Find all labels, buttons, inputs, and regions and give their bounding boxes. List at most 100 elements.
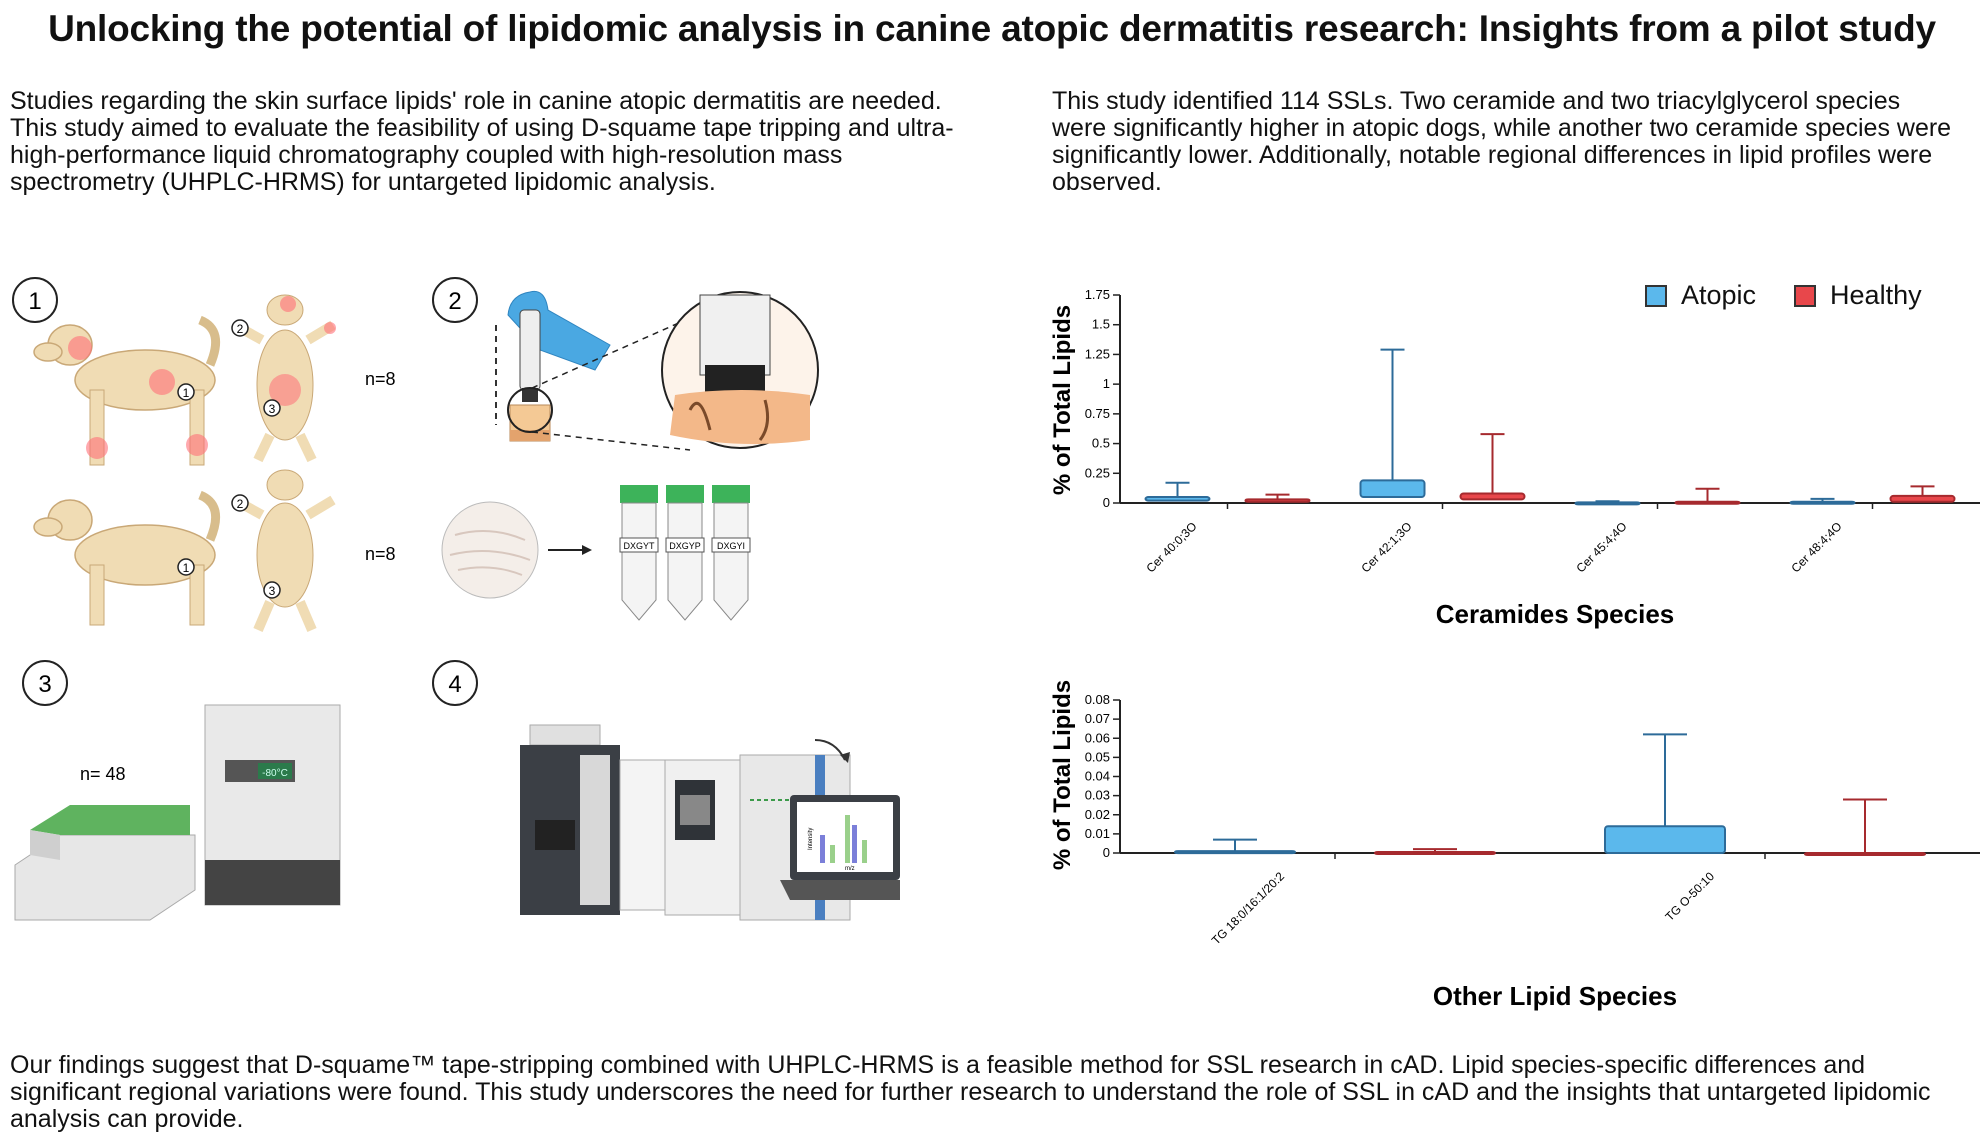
x-tick-label: TG 18:0/16:1/20:2 (1209, 869, 1288, 948)
x-tick-label: Cer 48:4;4O (1788, 519, 1844, 575)
box-healthy-0 (1244, 493, 1311, 503)
y-tick-label: 1.5 (1092, 317, 1110, 332)
skin-magnified-icon (661, 291, 819, 449)
n-atopic-label: n=8 (365, 369, 396, 389)
y-tick-label: 1.25 (1085, 346, 1110, 361)
x-tick-label: Cer 42:1;3O (1358, 519, 1414, 575)
laptop-spectrum-icon: Intensity m/z (780, 739, 900, 900)
panel-2-number: 2 (448, 288, 461, 315)
box-healthy-1 (1459, 433, 1526, 501)
box-atopic-0 (1174, 838, 1296, 855)
box (1144, 496, 1211, 502)
atopic-dog-side-icon: 1 (33, 315, 221, 466)
site-2-label-healthy: 2 (237, 497, 244, 511)
panel-1-sampling-sites: 1 1 2 3 n=8 1 (12, 277, 396, 632)
tube-label-1: DXGYT (623, 541, 655, 551)
y-tick-label: 0.05 (1085, 749, 1110, 764)
box-atopic-0 (1144, 481, 1211, 502)
box-healthy-3 (1889, 485, 1956, 503)
d-squame-disc-icon (441, 501, 592, 599)
plot-xlabel: m/z (845, 866, 855, 872)
box (1604, 825, 1726, 855)
box (1174, 850, 1296, 855)
legend-item-atopic: Atopic (1645, 280, 1756, 311)
panel-2-tape-stripping: 2 DXGYT DXGYP DXGYI (432, 277, 819, 621)
x-tick-label: Cer 40:0;3O (1143, 519, 1199, 575)
chart-legend: Atopic Healthy (1645, 280, 1960, 311)
box-healthy-2 (1674, 487, 1741, 505)
box-atopic-2 (1574, 500, 1641, 506)
panel-3-storage: 3 n= 48 -80°C (14, 660, 341, 921)
freezer-icon: -80°C (204, 704, 341, 906)
box (1789, 500, 1856, 505)
box (1374, 851, 1496, 856)
legend-item-healthy: Healthy (1794, 280, 1922, 311)
healthy-dog-ventral-icon: 2 3 (231, 469, 336, 632)
legend-label-healthy: Healthy (1830, 280, 1922, 310)
x-tick-label: Cer 45:4;4O (1573, 519, 1629, 575)
panel-4-number: 4 (448, 671, 461, 698)
y-tick-label: 0.08 (1085, 692, 1110, 707)
site-2-label-atopic: 2 (237, 322, 244, 336)
box-atopic-1 (1604, 733, 1726, 855)
y-tick-label: 0.01 (1085, 826, 1110, 841)
panel-1-number-badge (12, 277, 58, 323)
legend-swatch-healthy (1794, 284, 1817, 307)
panel-3-number: 3 (38, 671, 51, 698)
y-tick-label: 1 (1103, 376, 1110, 391)
y-tick-label: 0.75 (1085, 406, 1110, 421)
other-xlabel: Other Lipid Species (1433, 981, 1677, 1011)
freezer-temp-display: -80°C (262, 768, 288, 779)
x-tick-label: TG O-50:10 (1662, 869, 1717, 924)
intro-paragraph: Studies regarding the skin surface lipid… (10, 87, 954, 196)
y-tick-label: 0.02 (1085, 807, 1110, 822)
panel-4-number-badge (432, 660, 478, 706)
atopic-dog-ventral-icon: 2 3 (231, 294, 336, 463)
panel-4-uhplc-hrms: 4 Intensity m/z (432, 660, 900, 921)
legend-label-atopic: Atopic (1681, 280, 1757, 310)
tube-label-2: DXGYP (669, 541, 701, 551)
site-1-label-healthy: 1 (183, 561, 190, 575)
ceramides-xlabel: Ceramides Species (1436, 599, 1674, 629)
n-samples-label: n= 48 (80, 764, 126, 784)
box-atopic-1 (1359, 348, 1426, 499)
conclusion-paragraph: Our findings suggest that D-squame™ tape… (10, 1051, 1931, 1133)
n-healthy-label: n=8 (365, 544, 396, 564)
y-tick-label: 0.03 (1085, 788, 1110, 803)
healthy-dog-side-icon: 1 (33, 490, 221, 626)
y-tick-label: 0.25 (1085, 465, 1110, 480)
box (1889, 494, 1956, 503)
results-paragraph: This study identified 114 SSLs. Two cera… (1052, 87, 1952, 196)
plot-ylabel: Intensity (808, 828, 814, 850)
other-ylabel: % of Total Lipids (1049, 680, 1076, 870)
y-tick-label: 0.06 (1085, 730, 1110, 745)
page-title: Unlocking the potential of lipidomic ana… (48, 8, 1936, 49)
box (1674, 500, 1741, 505)
site-1-label-atopic: 1 (183, 386, 190, 400)
box-healthy-0 (1374, 848, 1496, 856)
box (1574, 501, 1641, 506)
panel-2-number-badge (432, 277, 478, 323)
panel-3-number-badge (22, 660, 68, 706)
ceramides-ylabel: % of Total Lipids (1049, 305, 1076, 495)
box (1459, 492, 1526, 501)
site-3-label-atopic: 3 (269, 402, 276, 416)
site-3-label-healthy: 3 (269, 584, 276, 598)
box-healthy-1 (1804, 798, 1926, 856)
box (1244, 498, 1311, 503)
box (1359, 479, 1426, 499)
box-atopic-3 (1789, 497, 1856, 505)
tape-applicator-hand-icon (495, 290, 691, 451)
other-lipids-chart: % of Total Lipids Other Lipid Species 0 0… (1049, 680, 1980, 1011)
y-tick-label: 1.75 (1085, 287, 1110, 302)
y-tick-label: 0.07 (1085, 711, 1110, 726)
box (1804, 852, 1926, 856)
sample-tubes-icon: DXGYT DXGYP DXGYI (619, 485, 751, 621)
panel-1-number: 1 (28, 288, 41, 315)
y-tick-label: 0.04 (1085, 769, 1110, 784)
y-tick-label: 0 (1103, 845, 1110, 860)
sample-rack-icon (14, 805, 196, 921)
y-tick-label: 0.5 (1092, 436, 1110, 451)
tube-label-3: DXGYI (717, 541, 745, 551)
y-tick-label: 0 (1103, 495, 1110, 510)
